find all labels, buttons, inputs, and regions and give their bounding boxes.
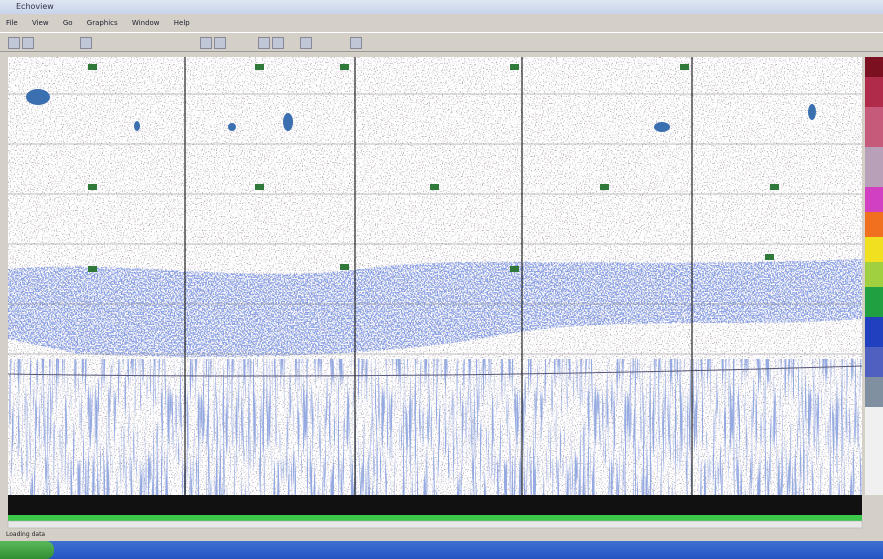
menu-item[interactable]: Window <box>131 19 160 27</box>
menu-bar: File View Go Graphics Window Help <box>0 16 883 30</box>
menu-item[interactable]: Help <box>173 19 190 27</box>
progress-bar <box>8 515 862 521</box>
tool-button[interactable] <box>258 37 270 49</box>
start-button[interactable] <box>0 541 54 559</box>
tool-button[interactable] <box>214 37 226 49</box>
toolbar <box>0 32 883 52</box>
tool-button[interactable] <box>300 37 312 49</box>
tool-button[interactable] <box>80 37 92 49</box>
status-bar: Loading data <box>0 530 883 540</box>
color-scale <box>865 57 883 495</box>
bottom-line <box>7 365 863 377</box>
tool-button[interactable] <box>22 37 34 49</box>
echogram-panel <box>7 57 883 529</box>
menu-item[interactable]: Graphics <box>86 19 118 27</box>
tool-button[interactable] <box>350 37 362 49</box>
taskbar <box>0 541 883 559</box>
window-title: Echoview <box>16 2 54 11</box>
time-strip <box>8 495 862 515</box>
tool-button[interactable] <box>200 37 212 49</box>
streaks <box>8 359 862 495</box>
title-bar: Echoview <box>0 0 883 14</box>
schools <box>26 89 816 132</box>
tool-button[interactable] <box>272 37 284 49</box>
scrollbar[interactable] <box>7 520 863 529</box>
status-text: Loading data <box>6 531 46 538</box>
interval-lines <box>184 57 693 495</box>
menu-item[interactable]: Go <box>62 19 73 27</box>
grid <box>8 93 862 355</box>
tool-button[interactable] <box>8 37 20 49</box>
menu-item[interactable]: View <box>31 19 49 27</box>
markers <box>88 64 779 272</box>
menu-item[interactable]: File <box>6 19 18 27</box>
